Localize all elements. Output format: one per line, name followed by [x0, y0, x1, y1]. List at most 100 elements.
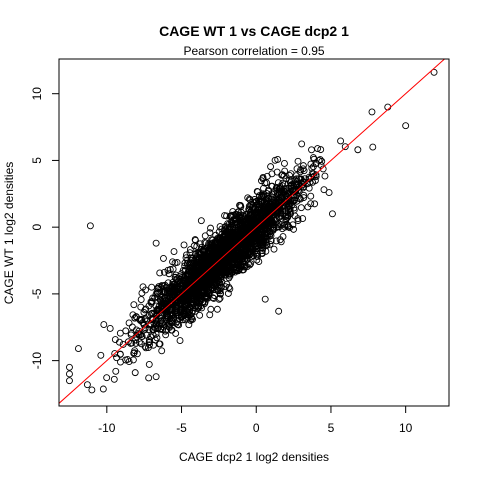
data-point — [294, 217, 302, 225]
data-point — [206, 243, 214, 251]
data-point — [268, 170, 276, 178]
data-point — [215, 295, 223, 303]
data-point — [219, 257, 227, 265]
data-point — [210, 286, 218, 294]
data-point — [130, 301, 138, 309]
data-point — [148, 315, 156, 322]
x-tick-label: 0 — [253, 421, 260, 435]
data-point — [138, 315, 145, 323]
data-point — [209, 294, 217, 302]
data-point — [272, 237, 280, 245]
data-point — [122, 327, 130, 335]
data-point — [238, 219, 246, 227]
data-point — [249, 213, 257, 220]
data-point — [66, 363, 73, 371]
data-point — [225, 242, 233, 250]
data-point — [156, 269, 164, 277]
data-point — [284, 223, 292, 231]
data-point — [274, 198, 282, 206]
data-point — [211, 253, 219, 261]
data-point — [172, 330, 180, 337]
data-point — [299, 215, 307, 223]
data-point — [206, 264, 214, 272]
data-point — [192, 264, 200, 272]
data-point — [246, 243, 254, 251]
data-point — [125, 319, 133, 327]
data-point — [233, 240, 241, 248]
data-point — [245, 206, 253, 214]
data-point — [185, 275, 193, 283]
data-point — [178, 270, 186, 278]
data-point — [152, 373, 160, 381]
data-point — [248, 234, 256, 241]
data-point — [171, 288, 179, 296]
data-point — [182, 271, 190, 279]
data-point — [140, 308, 148, 316]
data-point — [207, 224, 214, 232]
data-point — [228, 218, 235, 226]
data-point — [165, 322, 173, 330]
y-axis: -10 -5 0 5 10 — [30, 87, 60, 369]
data-point — [430, 68, 438, 76]
data-point — [130, 349, 138, 357]
data-point — [176, 297, 184, 305]
data-point — [186, 246, 194, 253]
y-tick-label: 0 — [30, 224, 44, 231]
data-point — [368, 108, 376, 116]
data-point — [176, 337, 184, 345]
data-point — [99, 385, 107, 393]
data-point — [234, 231, 242, 239]
data-point — [402, 122, 410, 130]
data-point — [257, 236, 265, 243]
data-point — [255, 203, 263, 211]
data-point — [206, 286, 214, 294]
data-point — [131, 314, 139, 322]
data-point — [247, 212, 254, 220]
data-point — [129, 311, 137, 319]
data-point — [309, 163, 317, 171]
data-point — [165, 270, 173, 278]
data-point — [189, 315, 196, 323]
data-point — [212, 266, 220, 274]
data-point — [267, 215, 275, 223]
data-point — [230, 248, 237, 256]
data-point — [317, 146, 325, 154]
data-point — [265, 213, 273, 221]
data-point — [216, 290, 224, 298]
data-point — [147, 310, 155, 318]
data-point — [277, 189, 285, 197]
y-tick-label: 5 — [30, 157, 44, 164]
data-point — [168, 282, 176, 290]
data-point — [263, 197, 271, 205]
data-point — [164, 279, 172, 287]
x-tick-label: -10 — [98, 421, 116, 435]
data-point — [139, 283, 147, 291]
data-point — [219, 263, 227, 270]
data-point — [216, 238, 224, 246]
data-point — [297, 204, 305, 212]
data-point — [196, 284, 204, 292]
data-point — [201, 279, 209, 287]
x-tick-label: -5 — [176, 421, 187, 435]
data-point — [164, 266, 172, 274]
data-point — [234, 253, 242, 261]
data-point — [200, 259, 208, 267]
data-point — [266, 240, 274, 248]
data-point — [258, 177, 265, 185]
data-point — [238, 226, 246, 234]
data-points — [66, 68, 438, 394]
data-point — [255, 258, 263, 266]
data-point — [262, 222, 270, 230]
data-point — [196, 293, 204, 301]
data-point — [311, 177, 319, 184]
data-point — [150, 323, 158, 331]
data-point — [261, 295, 269, 303]
data-point — [131, 369, 139, 377]
data-point — [242, 226, 250, 234]
data-point — [213, 305, 221, 313]
data-point — [259, 242, 267, 250]
data-point — [250, 237, 258, 245]
data-point — [192, 278, 200, 286]
x-tick-label: 10 — [399, 421, 413, 435]
